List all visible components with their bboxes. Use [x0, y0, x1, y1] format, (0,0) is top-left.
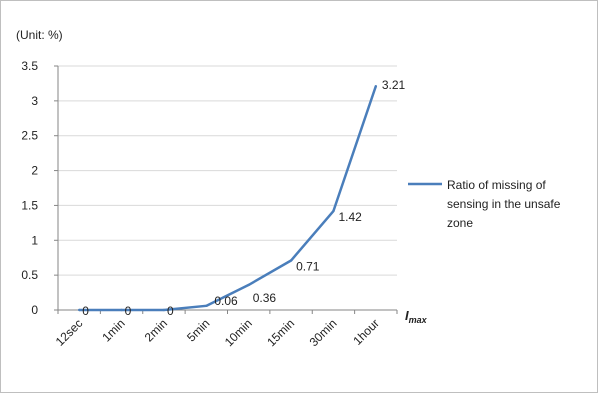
x-axis-title-subscript: max: [409, 315, 428, 325]
y-tick-label-0: 0: [31, 303, 38, 317]
unit-label: (Unit: %): [16, 28, 63, 42]
data-label-2: 0: [167, 304, 174, 318]
y-tick-label-1: 0.5: [21, 268, 38, 282]
y-tick-label-4: 2: [31, 164, 38, 178]
x-axis-title-main: I: [405, 308, 409, 323]
y-tick-label-6: 3: [31, 94, 38, 108]
data-point-2: [162, 308, 166, 312]
data-label-5: 0.71: [296, 260, 320, 274]
data-label-4: 0.36: [253, 291, 277, 305]
data-point-4: [247, 283, 250, 287]
data-point-3: [205, 304, 208, 308]
data-label-3: 0.06: [214, 294, 238, 308]
series-line-0: [79, 85, 377, 312]
y-tick-label-2: 1: [31, 233, 38, 247]
data-label-0: 0: [82, 304, 89, 318]
legend-entry-line-0: Ratio of missing of: [447, 178, 546, 192]
legend: Ratio of missing of sensing in the unsafe…: [408, 178, 561, 230]
data-label-7: 3.21: [382, 78, 406, 92]
data-labels: 0 0 0 0.06 0.36 0.71 1.42 3.21: [82, 78, 405, 318]
data-point-6: [332, 209, 335, 213]
legend-entry-line-1: sensing in the unsafe: [447, 197, 561, 211]
y-tick-label-5: 2.5: [21, 129, 38, 143]
data-label-1: 0: [125, 304, 132, 318]
legend-entry-line-2: zone: [447, 216, 473, 230]
x-axis-title: Imax: [405, 308, 428, 325]
data-point-0: [77, 308, 81, 312]
gridlines: [54, 65, 397, 311]
y-tick-label-3: 1.5: [21, 198, 38, 212]
y-tick-labels: 0 0.5 1 1.5 2 2.5 3 3.5: [21, 59, 38, 317]
data-label-6: 1.42: [338, 210, 362, 224]
data-point-5: [289, 259, 293, 262]
series-lines: [77, 85, 378, 312]
y-tick-label-7: 3.5: [21, 59, 38, 73]
data-point-7: [374, 85, 378, 88]
data-point-1: [120, 308, 123, 312]
